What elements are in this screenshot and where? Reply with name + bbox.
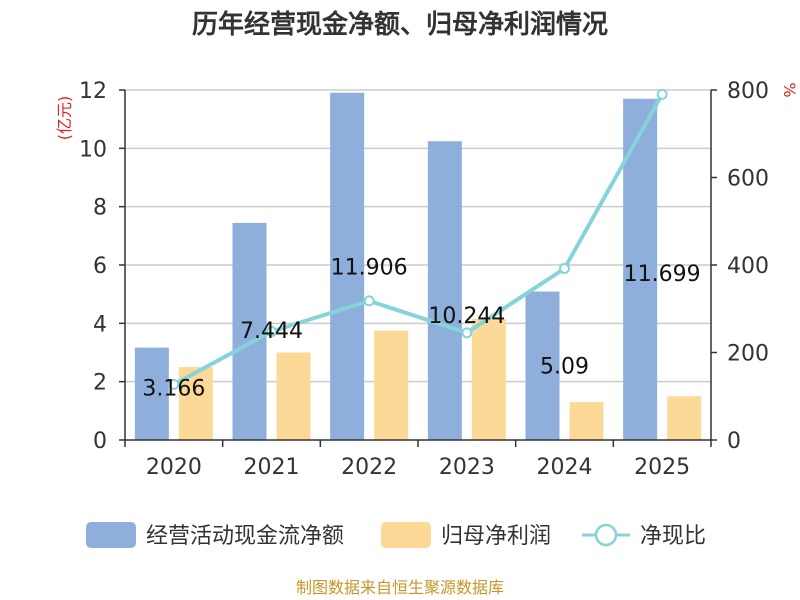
point-cash-ratio-2025[interactable] <box>656 88 668 100</box>
bar-net-profit-2022[interactable] <box>374 330 409 440</box>
x-tick-label-2025: 2025 <box>634 455 690 480</box>
y-right-tick-label-0: 0 <box>727 429 741 454</box>
y-left-tick-label-4: 8 <box>93 196 107 221</box>
y-right-unit: % <box>780 82 799 97</box>
y-left-tick-label-0: 0 <box>93 429 107 454</box>
legend-swatch-cashflow <box>86 522 136 548</box>
legend-marker-cash-ratio <box>594 523 618 547</box>
bar-cashflow-2020[interactable] <box>134 347 169 440</box>
point-cash-ratio-2022[interactable] <box>363 295 375 307</box>
legend-item-net-profit[interactable]: 归母净利润 <box>381 522 551 549</box>
y-left-tick-label-3: 6 <box>93 254 107 279</box>
point-cash-ratio-2023[interactable] <box>461 327 473 339</box>
y-left-tick-label-2: 4 <box>93 312 107 337</box>
bar-net-profit-2023[interactable] <box>471 318 506 440</box>
source-note: 制图数据来自恒生聚源数据库 <box>296 578 504 597</box>
y-left-tick-label-6: 12 <box>79 79 107 104</box>
chart-title: 历年经营现金净额、归母净利润情况 <box>192 9 608 40</box>
bar-cashflow-2024[interactable] <box>525 291 560 440</box>
data-label-cashflow-2023: 10.244 <box>428 304 505 329</box>
data-label-cashflow-2021: 7.444 <box>240 319 303 344</box>
x-tick-label-2022: 2022 <box>341 455 397 480</box>
y-left-unit: (亿元) <box>55 96 74 141</box>
legend: 经营活动现金流净额 归母净利润 净现比 <box>86 522 706 549</box>
y-right-tick-label-1: 200 <box>727 342 769 367</box>
bar-cashflow-2023[interactable] <box>427 141 462 440</box>
legend-label-cashflow: 经营活动现金流净额 <box>146 524 344 549</box>
data-label-cashflow-2022: 11.906 <box>331 256 408 281</box>
y-right-tick-label-3: 600 <box>727 167 769 192</box>
data-labels: 3.166 7.444 11.906 10.244 5.09 11.699 <box>142 256 700 402</box>
gridlines <box>125 89 711 383</box>
bars <box>134 92 702 441</box>
bar-cashflow-2021[interactable] <box>232 222 267 440</box>
point-cash-ratio-2024[interactable] <box>559 263 570 274</box>
point-cash-ratio-2021[interactable] <box>266 326 277 337</box>
y-right-tick-label-2: 400 <box>727 254 769 279</box>
axes: 0 2 4 6 8 10 12 0 200 400 600 800 2020 2021 2022 2023 20… <box>79 79 769 480</box>
legend-swatch-net-profit <box>381 522 431 548</box>
data-label-cashflow-2020: 3.166 <box>142 377 205 402</box>
line-cash-ratio <box>172 93 664 387</box>
ratio-line <box>168 88 668 390</box>
y-left-tick-label-5: 10 <box>79 137 107 162</box>
data-label-cashflow-2025: 11.699 <box>624 262 701 287</box>
bar-cashflow-2022[interactable] <box>330 92 365 440</box>
data-label-cashflow-2024: 5.09 <box>540 355 589 380</box>
legend-item-cash-ratio[interactable]: 净现比 <box>582 523 706 549</box>
legend-label-net-profit: 归母净利润 <box>441 524 551 549</box>
x-tick-label-2024: 2024 <box>537 455 593 480</box>
bar-net-profit-2021[interactable] <box>276 352 311 441</box>
legend-label-cash-ratio: 净现比 <box>640 524 706 549</box>
x-tick-label-2020: 2020 <box>146 455 202 480</box>
y-right-tick-label-4: 800 <box>727 79 769 104</box>
point-cash-ratio-2020[interactable] <box>168 378 180 390</box>
x-tick-label-2023: 2023 <box>439 455 495 480</box>
bar-net-profit-2025[interactable] <box>667 396 702 440</box>
x-tick-label-2021: 2021 <box>244 455 300 480</box>
legend-item-cashflow[interactable]: 经营活动现金流净额 <box>86 522 344 549</box>
bar-net-profit-2024[interactable] <box>569 402 604 440</box>
y-left-tick-label-1: 2 <box>93 371 107 396</box>
